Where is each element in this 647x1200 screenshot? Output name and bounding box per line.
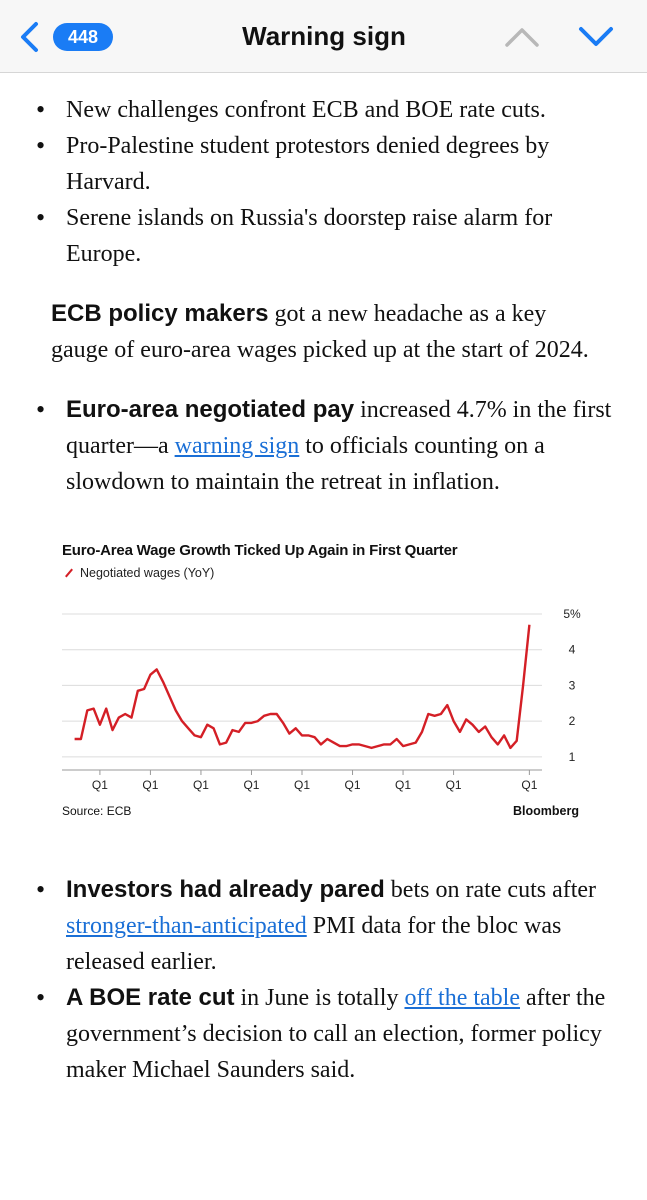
x-tick-label: Q1 bbox=[446, 778, 462, 792]
x-tick-label: Q1 bbox=[243, 778, 259, 792]
intro-text: got a new headache as a key gauge of eur… bbox=[51, 301, 589, 363]
headline-list: New challenges confront ECB and BOE rate… bbox=[0, 92, 647, 272]
list-item: Investors had already pared bets on rate… bbox=[0, 872, 647, 980]
page-title: Warning sign bbox=[242, 21, 406, 51]
bloomberg-logo: Bloomberg bbox=[513, 804, 579, 818]
list-item: Pro-Palestine student protestors denied … bbox=[0, 128, 647, 200]
pay-bullet-list: Euro-area negotiated pay increased 4.7% … bbox=[0, 392, 647, 500]
x-tick-label: Q1 bbox=[142, 778, 158, 792]
intro-paragraph: ECB policy makers got a new headache as … bbox=[0, 296, 647, 368]
x-tick-label: Q1 bbox=[193, 778, 209, 792]
boe-bold: A BOE rate cut bbox=[66, 984, 235, 1011]
unread-count-badge[interactable]: 448 bbox=[53, 23, 113, 51]
pay-text-2: to officials counting on a slowdown to m… bbox=[66, 433, 545, 495]
investors-bold: Investors had already pared bbox=[66, 876, 385, 903]
y-tick-label: 5% bbox=[563, 607, 581, 621]
list-item: Euro-area negotiated pay increased 4.7% … bbox=[0, 392, 647, 500]
y-tick-label: 1 bbox=[569, 750, 576, 764]
x-tick-label: Q1 bbox=[521, 778, 537, 792]
chart-legend: Negotiated wages (YoY) bbox=[62, 566, 214, 580]
investors-text-1: bets on rate cuts after bbox=[384, 877, 597, 903]
chart-source: Source: ECB bbox=[62, 804, 132, 818]
wage-growth-chart: Euro-Area Wage Growth Ticked Up Again in… bbox=[60, 542, 585, 832]
chart-plot: 12345%Q12007Q12009Q12011Q12013Q12015Q120… bbox=[62, 607, 581, 792]
x-tick-label: Q1 bbox=[395, 778, 411, 792]
intro-bold: ECB policy makers bbox=[51, 300, 269, 327]
chart-title: Euro-Area Wage Growth Ticked Up Again in… bbox=[62, 542, 458, 559]
list-item: New challenges confront ECB and BOE rate… bbox=[0, 92, 647, 128]
bottom-bullet-list: Investors had already pared bets on rate… bbox=[0, 872, 647, 1088]
off-the-table-link[interactable]: off the table bbox=[404, 985, 520, 1011]
list-item: A BOE rate cut in June is totally off th… bbox=[0, 980, 647, 1088]
boe-text-1: in June is totally bbox=[234, 985, 405, 1011]
previous-item-chevron-up-icon[interactable] bbox=[502, 24, 542, 50]
pay-bold: Euro-area negotiated pay bbox=[66, 396, 355, 423]
stronger-than-anticipated-link[interactable]: stronger-than-anticipated bbox=[66, 913, 307, 939]
warning-sign-link[interactable]: warning sign bbox=[174, 433, 300, 459]
y-tick-label: 4 bbox=[569, 643, 576, 657]
legend-label: Negotiated wages (YoY) bbox=[80, 566, 215, 580]
x-tick-label: Q1 bbox=[345, 778, 361, 792]
x-tick-label: Q1 bbox=[92, 778, 108, 792]
top-bar: 448 Warning sign bbox=[0, 0, 647, 73]
article-content: New challenges confront ECB and BOE rate… bbox=[0, 72, 647, 1088]
back-chevron-icon[interactable] bbox=[14, 20, 44, 54]
x-tick-label: Q1 bbox=[294, 778, 310, 792]
pay-text-1: increased 4.7% in the first quarter—a bbox=[66, 397, 612, 459]
boe-text-2: after the government’s decision to call … bbox=[66, 985, 606, 1083]
list-item: Serene islands on Russia's doorstep rais… bbox=[0, 200, 647, 272]
investors-text-2: PMI data for the bloc was released earli… bbox=[66, 913, 562, 975]
next-item-chevron-down-icon[interactable] bbox=[576, 24, 616, 50]
y-tick-label: 2 bbox=[569, 714, 576, 728]
y-tick-label: 3 bbox=[569, 678, 576, 692]
negotiated-wages-line bbox=[74, 624, 531, 750]
